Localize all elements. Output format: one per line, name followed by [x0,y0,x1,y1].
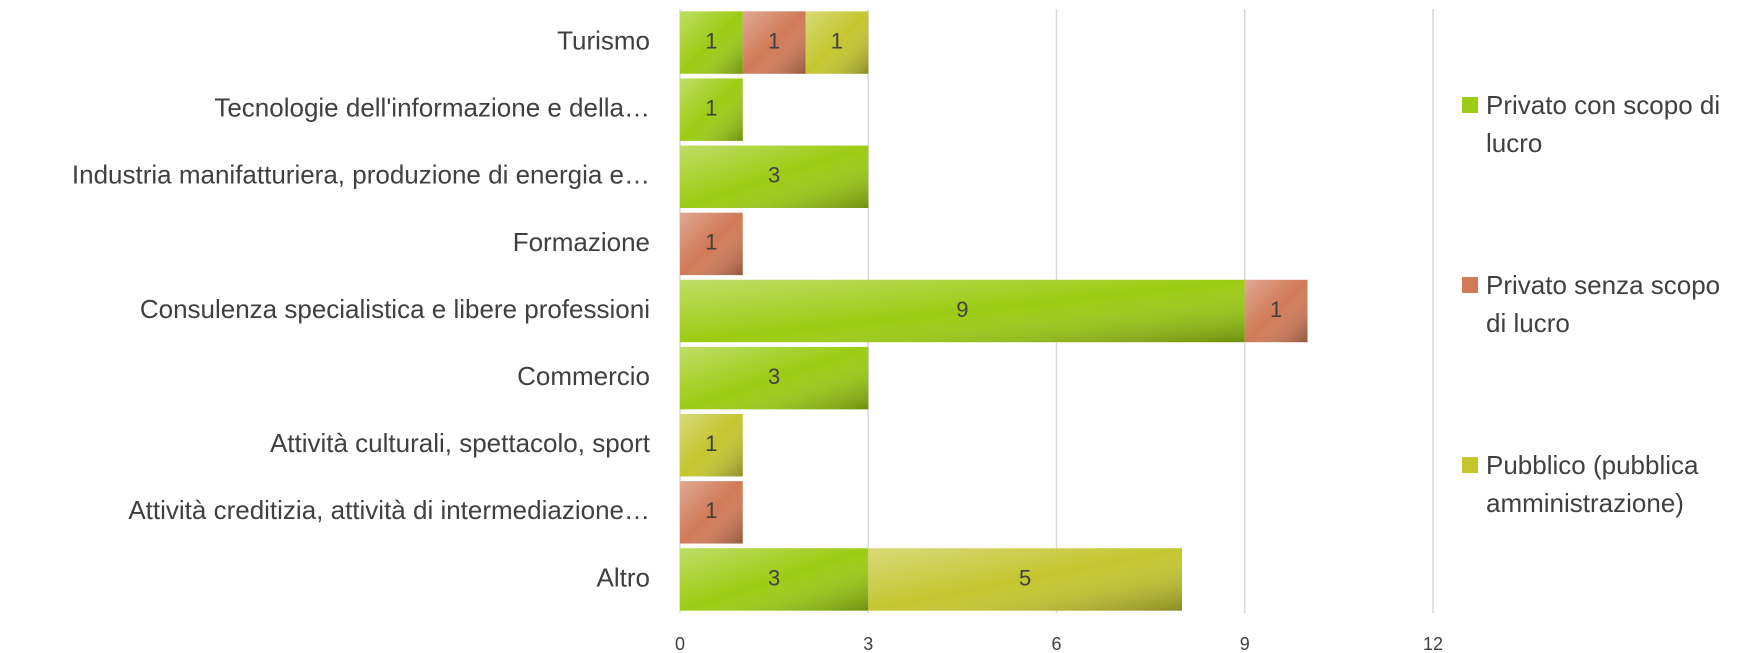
bar-shade [680,346,869,410]
legend-label: Pubblico (pubblica amministrazione) [1486,450,1699,518]
bar-shade [868,548,1182,611]
x-tick-label: 6 [1051,634,1061,653]
y-tick-label: Attività creditizia, attività di interme… [128,495,650,525]
bar-shade [680,279,1245,343]
y-tick-label: Turismo [557,25,650,55]
data-label: 1 [705,230,717,255]
legend-item: Pubblico (pubblica amministrazione) [1462,446,1732,522]
y-tick-label: Attività culturali, spettacolo, sport [270,428,651,458]
legend-item: Privato senza scopo di lucro [1462,266,1732,342]
bar-shade [680,145,869,208]
bar-shade [680,78,743,141]
y-tick-label: Altro [597,562,650,592]
x-tick-label: 3 [863,634,873,653]
legend-swatch [1462,277,1478,293]
bar-shade [805,11,869,74]
y-tick-label: Tecnologie dell'informazione e della… [214,93,650,123]
legend-swatch [1462,97,1478,113]
bar-shade [680,11,743,74]
x-tick-label: 12 [1423,634,1443,653]
bar-shade [1244,279,1308,343]
y-tick-label: Consulenza specialistica e libere profes… [140,294,650,324]
legend-swatch [1462,457,1478,473]
x-tick-label: 0 [675,634,685,653]
data-label: 1 [1270,297,1282,322]
legend-item: Privato con scopo di lucro [1462,86,1732,162]
y-tick-label: Industria manifatturiera, produzione di … [72,160,650,190]
data-label: 1 [705,498,717,523]
legend-label: Privato con scopo di lucro [1486,90,1721,158]
data-label: 3 [768,163,780,188]
data-label: 9 [956,297,968,322]
bar-shade [742,11,806,74]
bar-shade [680,481,743,544]
legend-label: Privato senza scopo di lucro [1486,270,1721,338]
bar-shade [680,548,869,611]
bar-shade [680,414,743,477]
data-label: 5 [1019,565,1031,590]
data-label: 3 [768,565,780,590]
data-label: 1 [705,95,717,120]
x-tick-label: 9 [1240,634,1250,653]
data-label: 1 [705,431,717,456]
data-label: 1 [768,28,780,53]
data-label: 1 [705,28,717,53]
y-tick-label: Formazione [513,227,650,257]
bar-shade [680,212,743,276]
data-label: 3 [768,364,780,389]
data-label: 1 [831,28,843,53]
y-tick-label: Commercio [517,361,650,391]
